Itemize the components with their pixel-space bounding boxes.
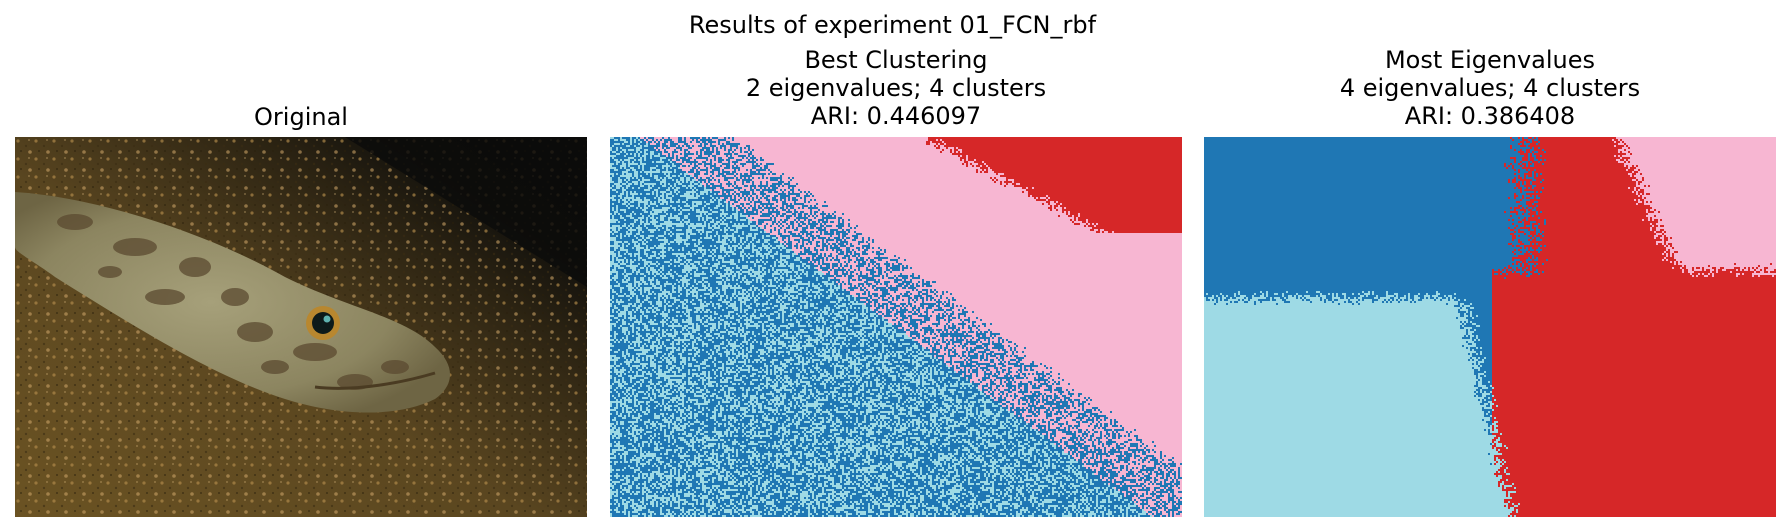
original-photo [15,137,587,517]
most-eigenvalues-canvas [1204,137,1776,517]
panel-best-clustering-title: Best Clustering 2 eigenvalues; 4 cluster… [610,46,1182,130]
most-eigenvalues-segmentation-map [1204,137,1776,517]
fish-photo-illustration [15,137,587,517]
panel-most-eigenvalues-title-line: Most Eigenvalues [1384,46,1596,74]
panel-most-eigenvalues-ari-line: ARI: 0.386408 [1404,102,1576,130]
panel-original-title-line: Original [254,103,348,131]
figure-suptitle: Results of experiment 01_FCN_rbf [688,11,1097,39]
panel-most-eigenvalues-title: Most Eigenvalues 4 eigenvalues; 4 cluste… [1204,46,1776,130]
best-clustering-canvas [610,137,1182,517]
panel-most-eigenvalues-subtitle-line: 4 eigenvalues; 4 clusters [1339,74,1641,102]
panel-most-eigenvalues: Most Eigenvalues 4 eigenvalues; 4 cluste… [1204,0,1776,532]
panel-best-clustering: Best Clustering 2 eigenvalues; 4 cluster… [610,0,1182,532]
panel-best-clustering-ari-line: ARI: 0.446097 [810,102,982,130]
best-clustering-segmentation-map [610,137,1182,517]
panel-best-clustering-title-line: Best Clustering [804,46,988,74]
panel-best-clustering-subtitle-line: 2 eigenvalues; 4 clusters [745,74,1047,102]
panel-original: Original [15,0,587,532]
panel-original-title: Original [15,103,587,131]
